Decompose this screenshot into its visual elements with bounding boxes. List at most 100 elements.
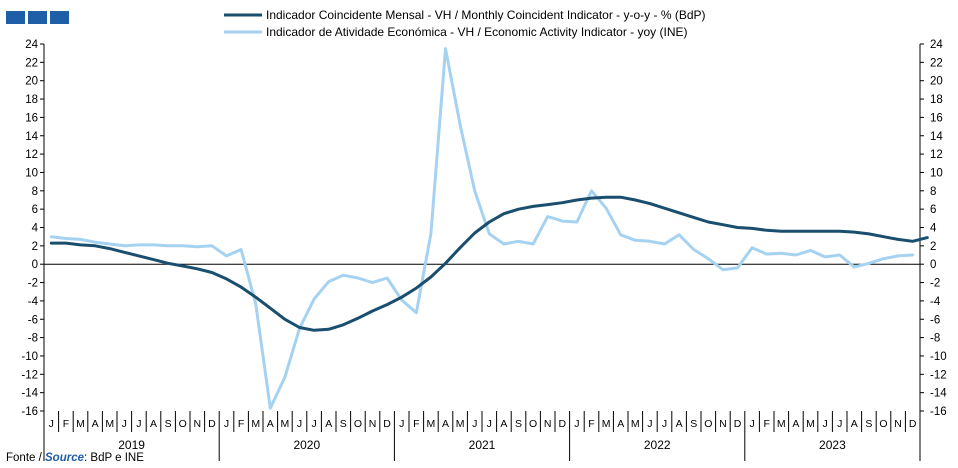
y-tick-label-right: 14 <box>930 131 943 143</box>
y-tick-label-left: 4 <box>32 223 39 235</box>
y-tick-label-left: 18 <box>25 94 38 106</box>
y-tick-label-right: 6 <box>930 204 936 216</box>
month-label: J <box>837 418 842 430</box>
y-tick-label-right: 22 <box>930 57 943 69</box>
month-label: J <box>49 418 54 430</box>
month-label: O <box>179 418 187 430</box>
y-tick-label-left: 24 <box>25 39 38 51</box>
month-label: J <box>224 418 229 430</box>
month-label: S <box>690 418 697 430</box>
legend-label: Indicador Coincidente Mensal - VH / Mont… <box>266 8 706 22</box>
y-tick-label-right: 16 <box>930 112 943 124</box>
month-label: M <box>806 418 815 430</box>
y-tick-label-right: -8 <box>930 333 940 345</box>
y-tick-label-right: -2 <box>930 278 940 290</box>
month-label: J <box>311 418 316 430</box>
legend-label: Indicador de Atividade Económica - VH / … <box>266 25 688 39</box>
month-label: S <box>515 418 522 430</box>
month-label: S <box>165 418 172 430</box>
month-label: J <box>822 418 827 430</box>
y-tick-label-right: -6 <box>930 314 940 326</box>
logo-square <box>6 11 25 24</box>
month-label: J <box>472 418 477 430</box>
y-tick-label-left: 22 <box>25 57 38 69</box>
month-label: J <box>749 418 754 430</box>
source-label: Source <box>45 452 85 464</box>
month-label: O <box>879 418 887 430</box>
source-prefix: Fonte / <box>6 452 42 464</box>
y-tick-label-right: 8 <box>930 186 936 198</box>
y-tick-label-right: 20 <box>930 76 943 88</box>
y-tick-label-left: -16 <box>21 406 38 418</box>
month-label: J <box>136 418 141 430</box>
month-label: A <box>500 418 507 430</box>
month-label: J <box>647 418 652 430</box>
month-label: M <box>602 418 611 430</box>
y-tick-label-right: 10 <box>930 167 943 179</box>
month-label: A <box>676 418 683 430</box>
month-label: S <box>340 418 347 430</box>
source-note: Fonte / Source: BdP e INE <box>6 452 144 464</box>
month-label: D <box>909 418 917 430</box>
month-label: N <box>719 418 727 430</box>
logo-square <box>28 11 47 24</box>
month-label: M <box>631 418 640 430</box>
month-label: J <box>487 418 492 430</box>
month-label: N <box>544 418 552 430</box>
series-line-coincident-indicator <box>49 195 929 332</box>
month-label: A <box>442 418 449 430</box>
month-label: M <box>105 418 114 430</box>
year-label: 2022 <box>644 438 671 452</box>
month-label: O <box>354 418 362 430</box>
month-label: A <box>92 418 99 430</box>
month-label: S <box>865 418 872 430</box>
month-label: F <box>763 418 769 430</box>
month-label: A <box>617 418 624 430</box>
y-tick-label-right: -12 <box>930 369 947 381</box>
y-tick-label-left: 8 <box>32 186 38 198</box>
month-label: M <box>777 418 786 430</box>
month-label: M <box>76 418 85 430</box>
y-tick-label-left: -14 <box>21 388 38 400</box>
month-label: A <box>325 418 332 430</box>
month-label: J <box>574 418 579 430</box>
month-label: M <box>456 418 465 430</box>
month-label: A <box>851 418 858 430</box>
month-label: F <box>588 418 594 430</box>
month-label: J <box>662 418 667 430</box>
y-tick-label-left: 14 <box>25 131 38 143</box>
y-tick-label-left: 16 <box>25 112 38 124</box>
y-tick-label-left: -8 <box>28 333 38 345</box>
y-tick-label-left: 10 <box>25 167 38 179</box>
month-label: A <box>150 418 157 430</box>
chart-series <box>49 47 929 410</box>
month-label: M <box>281 418 290 430</box>
year-label: 2020 <box>293 438 320 452</box>
month-label: F <box>413 418 419 430</box>
publisher-logo <box>6 11 69 24</box>
y-tick-label-left: 12 <box>25 149 38 161</box>
year-label: 2021 <box>469 438 496 452</box>
y-tick-label-right: 24 <box>930 39 943 51</box>
month-label: M <box>251 418 260 430</box>
y-tick-label-right: -14 <box>930 388 947 400</box>
month-label: O <box>529 418 537 430</box>
year-label: 2023 <box>819 438 846 452</box>
y-tick-label-right: -10 <box>930 351 947 363</box>
month-label: F <box>63 418 69 430</box>
month-label: J <box>122 418 127 430</box>
month-label: D <box>559 418 567 430</box>
month-label: A <box>792 418 799 430</box>
month-label: A <box>267 418 274 430</box>
y-tick-label-left: -6 <box>28 314 38 326</box>
month-label: D <box>383 418 391 430</box>
month-label: N <box>894 418 902 430</box>
source-text: : BdP e INE <box>84 452 144 464</box>
month-label: J <box>399 418 404 430</box>
y-tick-label-left: -2 <box>28 278 38 290</box>
y-tick-label-right: -4 <box>930 296 941 308</box>
y-tick-label-right: 2 <box>930 241 936 253</box>
y-tick-label-left: 6 <box>32 204 38 216</box>
